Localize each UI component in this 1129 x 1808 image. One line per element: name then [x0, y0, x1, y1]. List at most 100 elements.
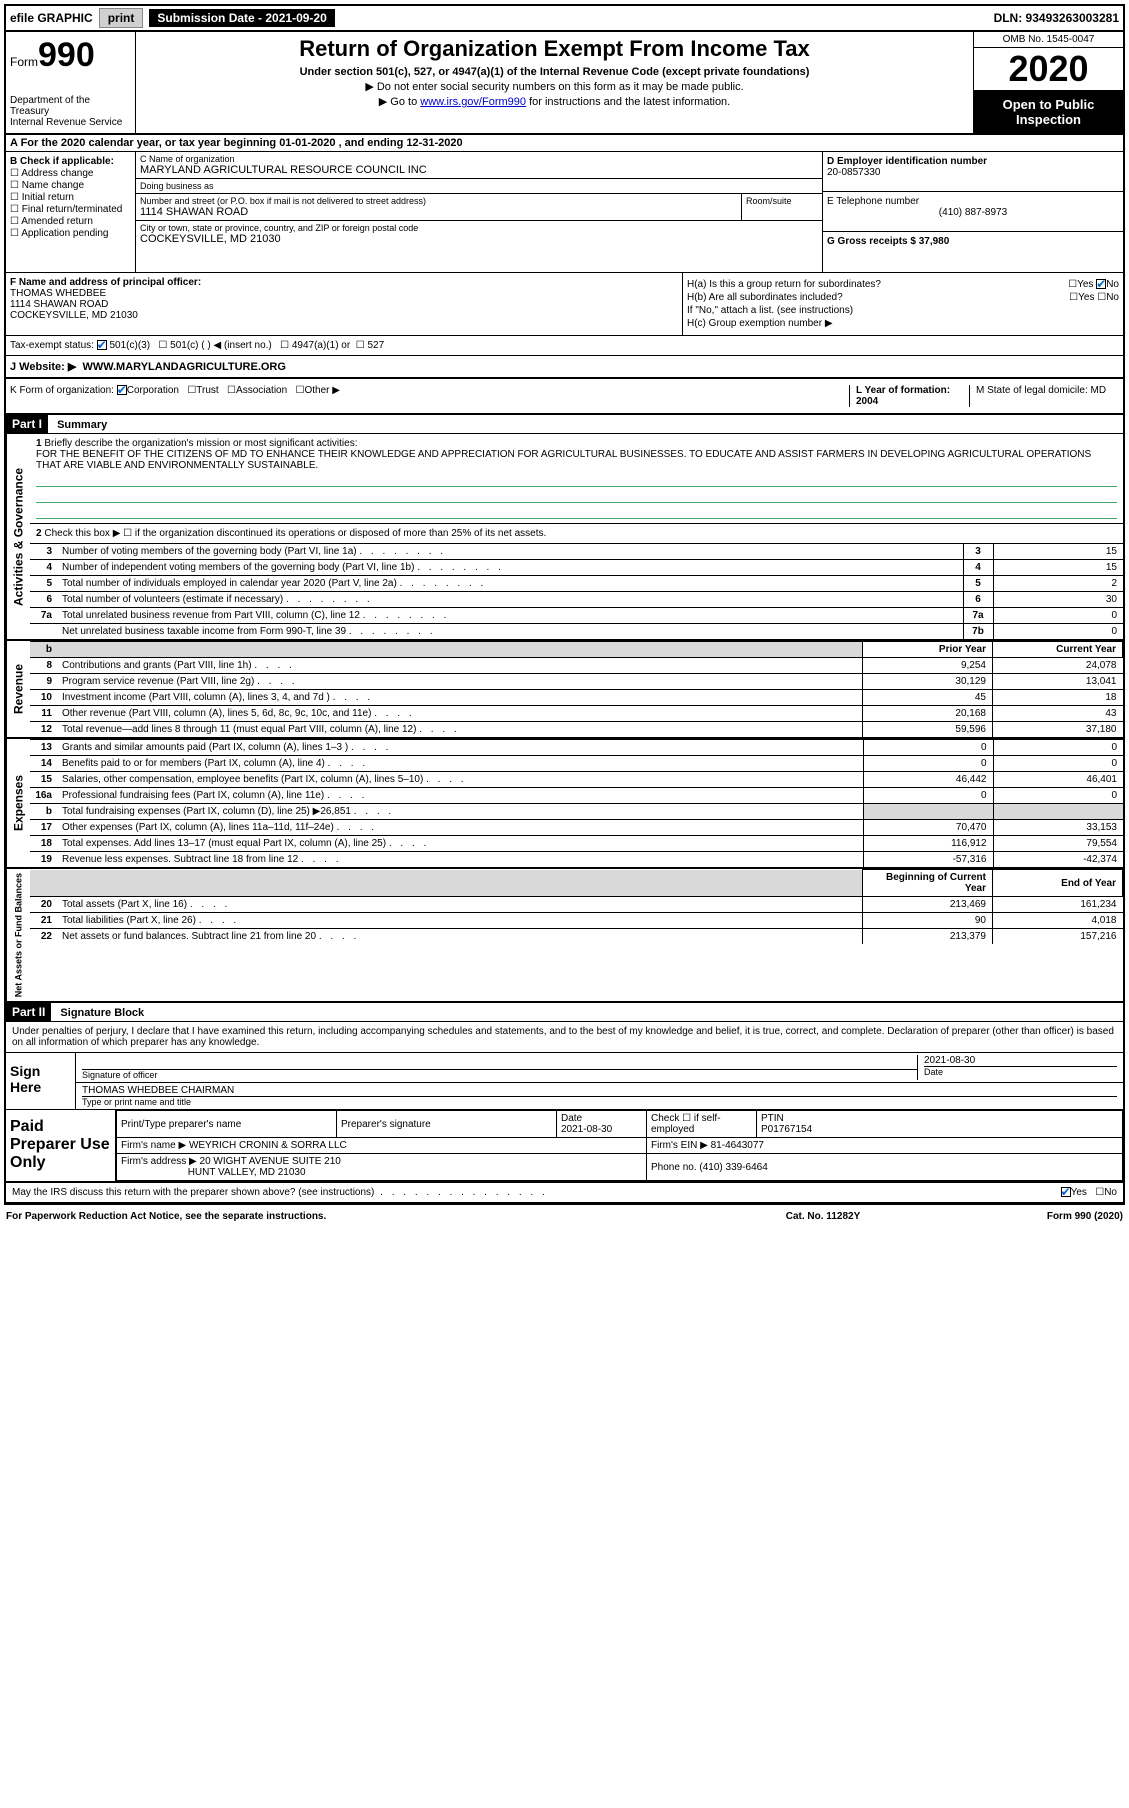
date-label: Date: [924, 1066, 1117, 1077]
table-row: 12Total revenue—add lines 8 through 11 (…: [30, 722, 1123, 738]
mission-box: 1 Briefly describe the organization's mi…: [30, 434, 1123, 523]
submission-date: Submission Date - 2021-09-20: [149, 9, 334, 27]
form-word: Form: [10, 55, 38, 69]
q1-label: Briefly describe the organization's miss…: [44, 438, 357, 449]
table-row: 14Benefits paid to or for members (Part …: [30, 756, 1123, 772]
typed-label: Type or print name and title: [82, 1096, 1117, 1107]
boy-header: Beginning of Current Year: [863, 870, 993, 897]
header-left: Form990 Department of the Treasury Inter…: [6, 32, 136, 133]
discuss-label: May the IRS discuss this return with the…: [12, 1187, 374, 1198]
city-label: City or town, state or province, country…: [140, 223, 818, 233]
website-value: WWW.MARYLANDAGRICULTURE.ORG: [82, 361, 285, 373]
py-header: Prior Year: [863, 642, 993, 658]
chk-corp[interactable]: [117, 385, 127, 395]
org-info: C Name of organization MARYLAND AGRICULT…: [136, 152, 823, 272]
officer-name: THOMAS WHEDBEE: [10, 288, 678, 299]
sig-date: 2021-08-30: [924, 1055, 1117, 1066]
table-row: 11Other revenue (Part VIII, column (A), …: [30, 706, 1123, 722]
signature-block: Under penalties of perjury, I declare th…: [6, 1022, 1123, 1203]
table-row: 19Revenue less expenses. Subtract line 1…: [30, 852, 1123, 868]
paid-preparer-label: Paid Preparer Use Only: [6, 1110, 116, 1181]
chk-amended[interactable]: ☐ Amended return: [10, 216, 131, 227]
page-footer: For Paperwork Reduction Act Notice, see …: [0, 1209, 1129, 1224]
table-row: bTotal fundraising expenses (Part IX, co…: [30, 804, 1123, 820]
officer-row: F Name and address of principal officer:…: [6, 273, 1123, 336]
table-row: 3Number of voting members of the governi…: [30, 544, 1123, 560]
gross-receipts: G Gross receipts $ 37,980: [827, 236, 1119, 247]
sign-here-row: Sign Here Signature of officer 2021-08-3…: [6, 1053, 1123, 1110]
ein-column: D Employer identification number 20-0857…: [823, 152, 1123, 272]
officer-addr1: 1114 SHAWAN ROAD: [10, 299, 678, 310]
mission-text: FOR THE BENEFIT OF THE CITIZENS OF MD TO…: [36, 449, 1091, 471]
part-1-header: Part I Summary: [6, 415, 1123, 434]
table-row: 7aTotal unrelated business revenue from …: [30, 608, 1123, 624]
omb-number: OMB No. 1545-0047: [974, 32, 1123, 48]
chk-final-return[interactable]: ☐ Final return/terminated: [10, 204, 131, 215]
table-row: 5Total number of individuals employed in…: [30, 576, 1123, 592]
irs-link[interactable]: www.irs.gov/Form990: [420, 96, 526, 108]
entity-section: B Check if applicable: ☐ Address change …: [6, 152, 1123, 273]
org-name: MARYLAND AGRICULTURAL RESOURCE COUNCIL I…: [140, 164, 818, 176]
chk-name-change[interactable]: ☐ Name change: [10, 180, 131, 191]
sig-officer-label: Signature of officer: [82, 1069, 917, 1080]
table-row: 15Salaries, other compensation, employee…: [30, 772, 1123, 788]
paperwork-notice: For Paperwork Reduction Act Notice, see …: [6, 1211, 723, 1222]
cat-number: Cat. No. 11282Y: [723, 1211, 923, 1222]
chk-pending[interactable]: ☐ Application pending: [10, 228, 131, 239]
website-label: J Website: ▶: [10, 361, 76, 373]
chk-initial-return[interactable]: ☐ Initial return: [10, 192, 131, 203]
part1-title: Summary: [51, 419, 107, 431]
officer-label: F Name and address of principal officer:: [10, 277, 678, 288]
expenses-section: Expenses 13Grants and similar amounts pa…: [6, 737, 1123, 867]
ein-value: 20-0857330: [827, 167, 1119, 178]
print-button[interactable]: print: [99, 8, 144, 28]
net-assets-table: Beginning of Current Year End of Year 20…: [30, 869, 1123, 944]
form-title: Return of Organization Exempt From Incom…: [144, 36, 965, 62]
penalty-declaration: Under penalties of perjury, I declare th…: [6, 1022, 1123, 1053]
revenue-table: b Prior Year Current Year 8Contributions…: [30, 641, 1123, 737]
form-header: Form990 Department of the Treasury Inter…: [6, 32, 1123, 135]
chk-address-change[interactable]: ☐ Address change: [10, 168, 131, 179]
check-if-applicable: B Check if applicable: ☐ Address change …: [6, 152, 136, 272]
part2-label: Part II: [6, 1003, 51, 1021]
dba-label: Doing business as: [140, 181, 818, 191]
website-row: J Website: ▶ WWW.MARYLANDAGRICULTURE.ORG: [6, 356, 1123, 379]
k-label: K Form of organization:: [10, 385, 114, 407]
table-row: 21Total liabilities (Part X, line 26) . …: [30, 913, 1123, 929]
org-name-label: C Name of organization: [140, 154, 818, 164]
group-return: H(a) Is this a group return for subordin…: [683, 273, 1123, 335]
table-row: 10Investment income (Part VIII, column (…: [30, 690, 1123, 706]
chk-501c3[interactable]: [97, 340, 107, 350]
form-number: 990: [38, 36, 95, 74]
form-footer: Form 990 (2020): [923, 1211, 1123, 1222]
tax-exempt-status: Tax-exempt status: 501(c)(3) ☐ 501(c) ( …: [6, 336, 1123, 356]
part1-label: Part I: [6, 415, 48, 433]
table-row: 17Other expenses (Part IX, column (A), l…: [30, 820, 1123, 836]
part2-title: Signature Block: [54, 1007, 144, 1019]
net-assets-section: Net Assets or Fund Balances Beginning of…: [6, 867, 1123, 1001]
phone-label: E Telephone number: [827, 196, 1119, 207]
side-tab-rev: Revenue: [6, 641, 30, 737]
eoy-header: End of Year: [993, 870, 1123, 897]
discuss-yes[interactable]: [1061, 1187, 1071, 1197]
typed-name: THOMAS WHEDBEE CHAIRMAN: [82, 1085, 1117, 1096]
table-row: 6Total number of volunteers (estimate if…: [30, 592, 1123, 608]
preparer-table: Print/Type preparer's name Preparer's si…: [116, 1110, 1123, 1181]
check-label: B Check if applicable:: [10, 156, 131, 167]
state-domicile: M State of legal domicile: MD: [969, 385, 1119, 407]
sign-here-label: Sign Here: [6, 1053, 76, 1109]
paid-preparer-row: Paid Preparer Use Only Print/Type prepar…: [6, 1110, 1123, 1183]
ssn-warning: ▶ Do not enter social security numbers o…: [144, 80, 965, 93]
table-row: 20Total assets (Part X, line 16) . . . .…: [30, 897, 1123, 913]
city-value: COCKEYSVILLE, MD 21030: [140, 233, 818, 245]
hb-note: If "No," attach a list. (see instruction…: [687, 305, 1119, 316]
k-form-row: K Form of organization: Corporation ☐ Tr…: [6, 379, 1123, 415]
ha-no-checkbox[interactable]: [1096, 279, 1106, 289]
tax-year-row: A For the 2020 calendar year, or tax yea…: [6, 135, 1123, 152]
table-row: 9Program service revenue (Part VIII, lin…: [30, 674, 1123, 690]
form-subtitle: Under section 501(c), 527, or 4947(a)(1)…: [144, 66, 965, 78]
side-tab-ag: Activities & Governance: [6, 434, 30, 639]
side-tab-exp: Expenses: [6, 739, 30, 867]
ein-label: D Employer identification number: [827, 156, 1119, 167]
q2-label: Check this box ▶ ☐ if the organization d…: [44, 528, 546, 539]
